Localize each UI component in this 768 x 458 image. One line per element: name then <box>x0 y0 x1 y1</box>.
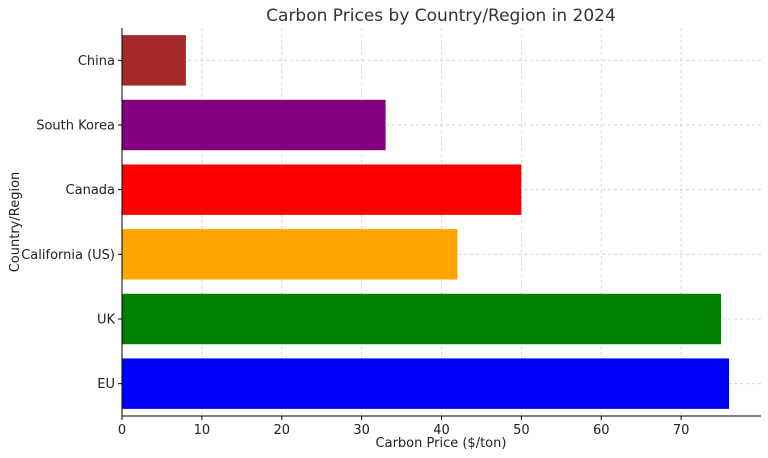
axis-layer: 0 10 20 30 40 50 60 70 EU UK California (US) Canada… <box>21 28 761 438</box>
y-tick-label: UK <box>97 313 116 328</box>
chart-title: Carbon Prices by Country/Region in 2024 <box>266 6 616 26</box>
x-tick-label: 10 <box>194 423 211 438</box>
x-tick-label: 50 <box>513 423 530 438</box>
y-tick-label: California (US) <box>21 248 115 263</box>
x-tick-label: 60 <box>593 423 610 438</box>
y-tick-label: South Korea <box>36 119 115 134</box>
y-tick-label: China <box>78 54 115 69</box>
x-tick-label: 0 <box>118 423 126 438</box>
bar-california-us <box>122 229 458 280</box>
y-axis-label: Country/Region <box>8 172 23 273</box>
x-tick-label: 40 <box>433 423 450 438</box>
x-tick-label: 20 <box>273 423 290 438</box>
bar-uk <box>122 293 722 345</box>
x-tick-label: 30 <box>353 423 370 438</box>
x-axis-label: Carbon Price ($/ton) <box>376 436 507 451</box>
bar-canada <box>122 164 522 215</box>
bar-eu <box>122 358 730 409</box>
bar-china <box>122 35 186 86</box>
y-tick-label: EU <box>97 377 115 392</box>
x-tick-label: 70 <box>673 423 690 438</box>
bar-south-korea <box>122 99 386 151</box>
grid-layer <box>121 28 761 416</box>
bar-layer <box>122 35 730 409</box>
y-tick-label: Canada <box>66 183 115 198</box>
